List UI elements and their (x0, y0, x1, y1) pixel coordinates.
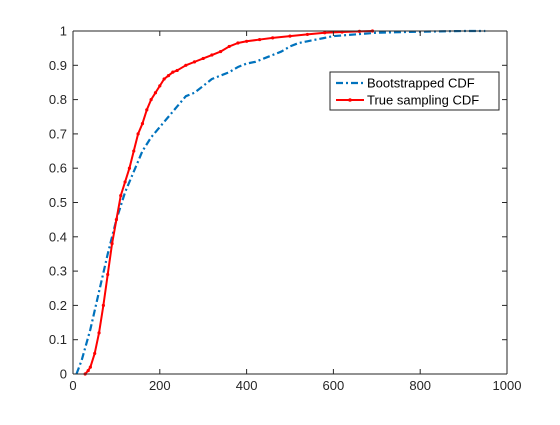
data-point (167, 74, 170, 77)
y-tick-label: 0.4 (49, 229, 67, 244)
x-tick-label: 200 (149, 378, 171, 393)
data-point (193, 60, 196, 63)
data-point (137, 132, 140, 135)
data-point (128, 167, 131, 170)
x-tick-label: 800 (409, 378, 431, 393)
data-point (228, 45, 231, 48)
legend-label: Bootstrapped CDF (367, 76, 475, 91)
data-point (288, 35, 291, 38)
data-point (306, 33, 309, 36)
data-point (87, 369, 90, 372)
data-point (110, 242, 113, 245)
legend-label: True sampling CDF (367, 93, 479, 108)
x-tick-label: 400 (236, 378, 258, 393)
y-tick-label: 0 (60, 367, 67, 382)
y-tick-label: 0.7 (49, 126, 67, 141)
x-tick-label: 600 (323, 378, 345, 393)
y-tick-label: 0.9 (49, 58, 67, 73)
data-point (93, 352, 96, 355)
x-tick-label: 0 (69, 378, 76, 393)
y-tick-label: 0.2 (49, 298, 67, 313)
data-point (236, 41, 239, 44)
data-point (245, 40, 248, 43)
legend: Bootstrapped CDF True sampling CDF (330, 72, 499, 110)
data-point (154, 91, 157, 94)
y-tick-label: 0.8 (49, 92, 67, 107)
data-point (210, 53, 213, 56)
data-point (158, 84, 161, 87)
data-point (184, 64, 187, 67)
y-tick-label: 0.1 (49, 332, 67, 347)
y-tick-label: 1 (60, 24, 67, 39)
data-point (141, 122, 144, 125)
data-point (106, 273, 109, 276)
data-point (115, 218, 118, 221)
data-point (119, 194, 122, 197)
data-point (102, 304, 105, 307)
data-point (323, 31, 326, 34)
y-tick-label: 0.5 (49, 195, 67, 210)
data-point (123, 180, 126, 183)
y-tick-label: 0.3 (49, 264, 67, 279)
data-point (258, 38, 261, 41)
data-point (163, 77, 166, 80)
data-point (271, 36, 274, 39)
data-point (132, 149, 135, 152)
data-point (89, 366, 92, 369)
y-tick-label: 0.6 (49, 161, 67, 176)
data-point (176, 69, 179, 72)
data-point (202, 57, 205, 60)
data-point (150, 98, 153, 101)
data-point (171, 71, 174, 74)
legend-marker (348, 98, 352, 102)
data-point (97, 331, 100, 334)
x-tick-label: 1000 (493, 378, 522, 393)
data-point (145, 108, 148, 111)
data-point (219, 50, 222, 53)
